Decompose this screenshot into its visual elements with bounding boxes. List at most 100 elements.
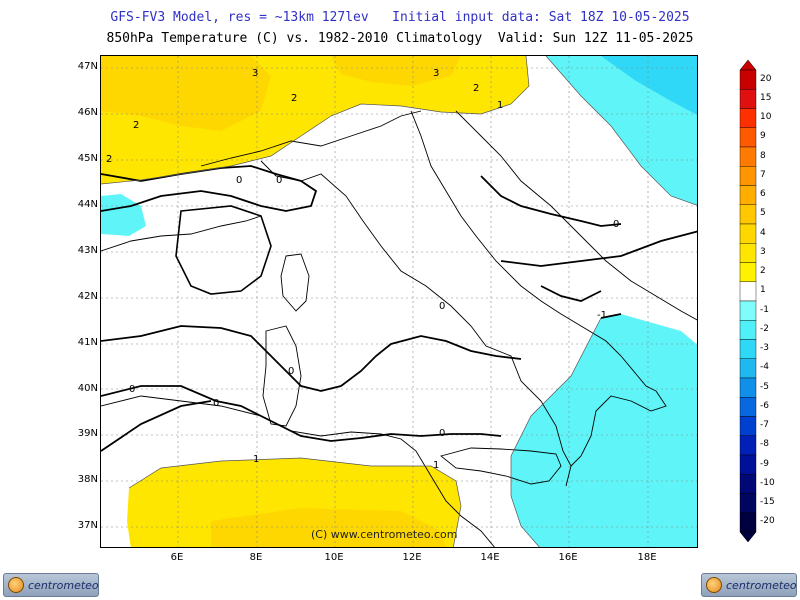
lat-label: 46N	[77, 107, 98, 118]
colorbar-swatch	[739, 454, 757, 475]
colorbar-swatch	[739, 281, 757, 302]
colorbar-swatch	[739, 204, 757, 225]
colorbar-swatch	[739, 127, 757, 148]
colorbar-label: 1	[760, 285, 766, 296]
lat-label: 44N	[77, 199, 98, 210]
colorbar-swatch	[739, 185, 757, 205]
colorbar-label: -7	[760, 420, 769, 431]
contour-label: 0	[129, 384, 135, 395]
colorbar-label: -1	[760, 304, 769, 315]
temperature-map[interactable]: 3 2 3 2 2 1 2 0 0 0 0 0 0 0 0 -1 1 1	[100, 55, 698, 548]
map-canvas: 3 2 3 2 2 1 2 0 0 0 0 0 0 0 0 -1 1 1	[101, 56, 697, 547]
colorbar-swatch	[739, 89, 757, 109]
colorbar-swatch	[739, 512, 757, 533]
colorbar-swatch	[739, 377, 757, 398]
colorbar-swatch	[739, 320, 757, 340]
colorbar-label: 7	[760, 169, 766, 180]
contour-label: 1	[433, 460, 439, 471]
contour-label: 3	[252, 68, 258, 79]
contour-label: 0	[213, 398, 219, 409]
colorbar-label: -5	[760, 381, 769, 392]
lon-label: 12E	[402, 552, 422, 563]
lat-label: 39N	[77, 428, 98, 439]
lon-label: 8E	[249, 552, 263, 563]
logo-text: centrometeo	[28, 579, 99, 592]
colorbar-swatch	[739, 397, 757, 417]
colorbar-swatch	[739, 262, 757, 282]
contour-label: 2	[291, 93, 297, 104]
colorbar-label: 8	[760, 150, 766, 161]
colorbar-swatch	[739, 223, 757, 244]
model-title: GFS-FV3 Model, res = ~13km 127lev Initia…	[110, 10, 690, 25]
colorbar-swatch	[739, 358, 757, 379]
colorbar-label: 10	[760, 112, 772, 123]
colorbar	[739, 60, 757, 542]
colorbar-label: -9	[760, 458, 769, 469]
lat-label: 47N	[77, 61, 98, 72]
contour-label: 0	[276, 175, 282, 186]
lat-label: 43N	[77, 245, 98, 256]
globe-icon	[8, 577, 24, 593]
colorbar-swatch	[739, 108, 757, 128]
colorbar-label: 6	[760, 189, 766, 200]
colorbar-swatch	[739, 493, 757, 513]
centrometeo-logo-left[interactable]: centrometeo	[3, 573, 99, 597]
warm-core-north-east	[331, 56, 461, 86]
colorbar-swatch	[739, 300, 757, 321]
contour-label: 0	[288, 366, 294, 377]
contour-label: 3	[433, 68, 439, 79]
copyright-text: (C) www.centrometeo.com	[311, 528, 458, 541]
cold-core-northeast	[601, 56, 697, 115]
lon-label: 16E	[558, 552, 578, 563]
contour-label: 2	[133, 120, 139, 131]
colorbar-label: 20	[760, 73, 772, 84]
colorbar-label: 9	[760, 131, 766, 142]
contour-label: 0	[439, 428, 445, 439]
warm-core-north	[101, 56, 271, 131]
contour-label: 0	[236, 175, 242, 186]
lat-label: 38N	[77, 474, 98, 485]
contour-label: 1	[497, 100, 503, 111]
colorbar-label: 3	[760, 246, 766, 257]
cold-patch-west	[101, 194, 146, 236]
contour-labels: 3 2 3 2 2 1 2 0 0 0 0 0 0 0 0 -1 1 1	[106, 68, 619, 471]
lon-label: 18E	[637, 552, 657, 563]
colorbar-swatch	[739, 166, 757, 186]
colorbar-swatch	[739, 416, 757, 436]
colorbar-label: -6	[760, 400, 769, 411]
lat-label: 37N	[77, 520, 98, 531]
colorbar-swatch	[739, 146, 757, 167]
contour-label: 2	[473, 83, 479, 94]
contour-label: 1	[253, 454, 259, 465]
colorbar-arrow-top	[739, 60, 757, 71]
contour-label: 2	[106, 154, 112, 165]
lon-label: 6E	[170, 552, 184, 563]
centrometeo-logo-right[interactable]: centrometeo	[701, 573, 797, 597]
contour-label: -1	[597, 310, 607, 321]
colorbar-label: -10	[760, 477, 775, 488]
colorbar-label: 2	[760, 266, 766, 277]
lon-label: 10E	[324, 552, 344, 563]
cold-area-southeast	[511, 314, 697, 547]
colorbar-label: 4	[760, 227, 766, 238]
colorbar-arrow-bottom	[739, 531, 757, 542]
colorbar-swatch	[739, 339, 757, 359]
field-title: 850hPa Temperature (C) vs. 1982-2010 Cli…	[106, 31, 694, 46]
lat-label: 45N	[77, 153, 98, 164]
globe-icon	[706, 577, 722, 593]
colorbar-label: -20	[760, 516, 775, 527]
colorbar-swatch	[739, 474, 757, 494]
logo-text: centrometeo	[726, 579, 797, 592]
contour-label: 0	[613, 219, 619, 230]
colorbar-label: -8	[760, 439, 769, 450]
colorbar-label: -15	[760, 497, 775, 508]
colorbar-label: -2	[760, 323, 769, 334]
colorbar-label: 5	[760, 208, 766, 219]
colorbar-label: -4	[760, 362, 769, 373]
colorbar-label: 15	[760, 92, 772, 103]
lat-label: 40N	[77, 383, 98, 394]
colorbar-label: -3	[760, 343, 769, 354]
thin-contours	[101, 56, 697, 547]
colorbar-swatch	[739, 435, 757, 456]
lat-label: 41N	[77, 337, 98, 348]
